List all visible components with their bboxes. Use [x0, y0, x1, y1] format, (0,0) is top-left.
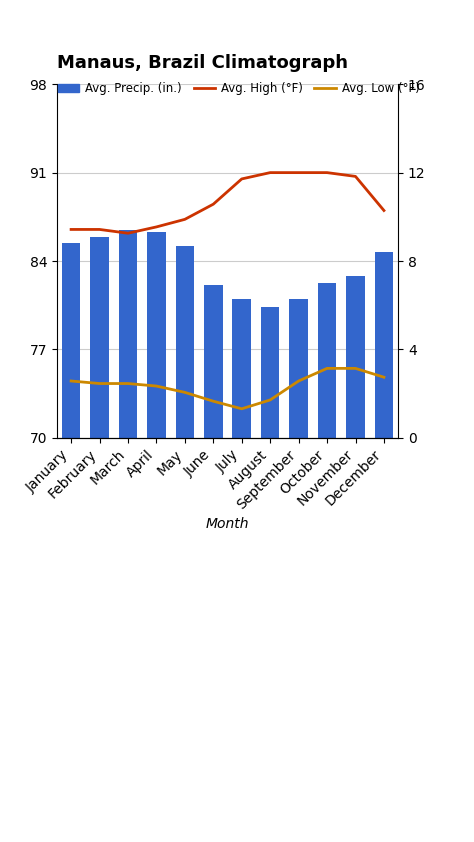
- Legend: Avg. Precip. (in.), Avg. High (°F), Avg. Low (°F): Avg. Precip. (in.), Avg. High (°F), Avg.…: [53, 77, 424, 100]
- Bar: [204, 285, 222, 438]
- Bar: [232, 299, 251, 438]
- X-axis label: Month: Month: [206, 517, 249, 531]
- Bar: [374, 253, 393, 438]
- Bar: [261, 307, 279, 438]
- Bar: [118, 230, 137, 438]
- Bar: [318, 283, 336, 438]
- Bar: [62, 243, 80, 438]
- Text: Manaus, Brazil Climatograph: Manaus, Brazil Climatograph: [57, 54, 348, 72]
- Bar: [90, 237, 109, 438]
- Bar: [175, 246, 194, 438]
- Bar: [147, 232, 165, 438]
- Bar: [289, 299, 308, 438]
- Bar: [346, 276, 365, 438]
